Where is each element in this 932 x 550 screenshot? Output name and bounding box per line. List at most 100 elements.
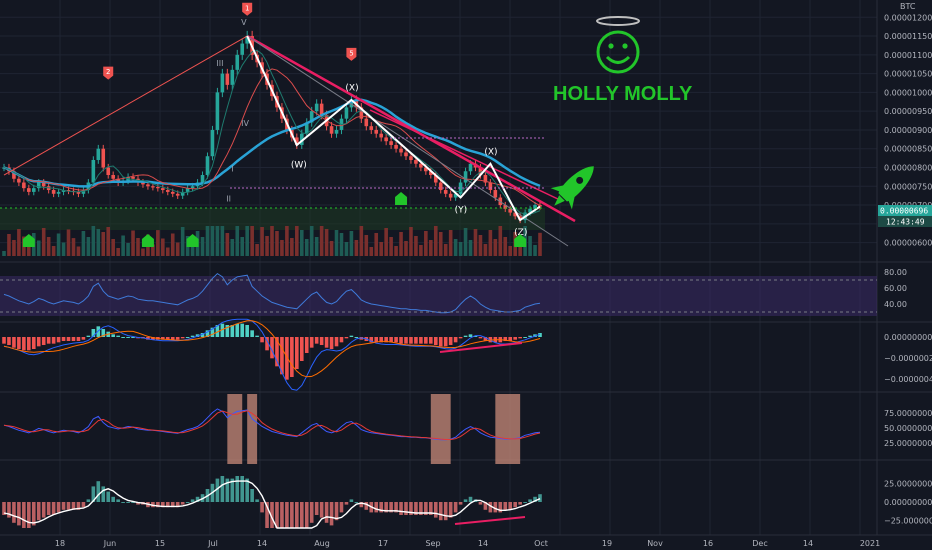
macd-histogram-bar [250, 330, 254, 337]
macd-histogram-bar [463, 335, 468, 337]
macd-histogram-bar [429, 337, 433, 344]
macd-histogram-bar [66, 337, 71, 341]
price-axis-label: 0.00001200 [884, 13, 932, 22]
macd-histogram-bar [235, 323, 240, 337]
volume-bar [210, 226, 215, 256]
candle-body [81, 190, 86, 194]
candle-body [200, 175, 205, 183]
candle-body [374, 129, 379, 134]
candle-body [51, 190, 56, 194]
macd-histogram-bar [7, 337, 11, 345]
momentum-bar [443, 502, 448, 521]
sell-marker-number: 5 [349, 49, 353, 57]
wave-label: III [216, 59, 223, 68]
channel-line [369, 109, 561, 201]
candle-body [414, 159, 418, 164]
stoch-zone [495, 394, 521, 464]
momentum-bar [433, 502, 438, 518]
volume-bar [379, 242, 383, 256]
volume-bar [7, 234, 11, 256]
time-axis-label: 16 [703, 539, 713, 548]
macd-histogram-bar [334, 337, 339, 347]
candle-body [468, 163, 473, 172]
macd-histogram-bar [394, 337, 398, 343]
candle-body [175, 193, 180, 196]
macd-divergence-line [439, 342, 523, 353]
volume-bar [448, 230, 453, 256]
momentum-bar [195, 496, 200, 502]
volume-bar [468, 240, 473, 256]
candle-body [151, 186, 155, 188]
macd-histogram-bar [91, 329, 96, 337]
wave-label: (X) [345, 84, 358, 94]
volume-bar [270, 226, 274, 256]
momentum-bar [394, 502, 398, 513]
volume-bar [101, 232, 106, 256]
macd-histogram-bar [12, 337, 16, 348]
momentum-bar [518, 502, 522, 505]
stoch-axis-label: 75.00000000 [884, 409, 932, 418]
price-axis-label: 0.00001050 [884, 70, 932, 79]
volume-bar [136, 238, 140, 256]
stoch-axis-label: 25.00000000 [884, 439, 932, 448]
momentum-axis-label: 25.00000000 [884, 480, 932, 489]
momentum-bar [240, 476, 245, 502]
candle-body [27, 188, 31, 192]
volume-bar [498, 226, 503, 256]
volume-bar [81, 231, 86, 256]
macd-histogram-bar [483, 337, 488, 341]
candle-body [96, 148, 101, 160]
candle-body [22, 182, 26, 189]
momentum-bar [334, 502, 339, 521]
candle-body [41, 182, 46, 187]
price-axis-label: 0.00000750 [884, 182, 932, 191]
volume-bar [41, 228, 46, 256]
volume-bar [71, 238, 76, 256]
momentum-bar [131, 502, 135, 503]
momentum-bar [344, 502, 349, 505]
momentum-bar [255, 499, 259, 502]
volume-bar [458, 242, 463, 256]
macd-histogram-bar [448, 337, 453, 345]
volume-bar [518, 241, 522, 256]
price-axis-label: 0.00000800 [884, 163, 932, 172]
momentum-bar [304, 502, 309, 528]
momentum-divergence-line [454, 516, 526, 525]
volume-bar [309, 226, 314, 256]
moving-average-long [3, 98, 541, 188]
volume-bar [443, 244, 448, 256]
macd-histogram-bar [458, 337, 463, 339]
volume-bar [528, 236, 532, 256]
macd-histogram-bar [508, 337, 513, 341]
volume-bar [131, 230, 135, 256]
price-axis-label: 0.00001100 [884, 51, 932, 60]
momentum-bar [12, 502, 16, 523]
sell-marker [103, 66, 114, 80]
macd-histogram-bar [270, 337, 274, 359]
macd-histogram-bar [424, 337, 428, 344]
candle-body [299, 133, 304, 145]
candle-body [295, 137, 299, 145]
momentum-bar [349, 499, 354, 502]
volume-bar [17, 229, 21, 256]
momentum-bar [71, 502, 76, 510]
momentum-bar [508, 502, 513, 510]
momentum-bar [493, 502, 498, 513]
candle-body [488, 182, 493, 191]
candle-body [91, 159, 96, 183]
wave-label: (W) [291, 160, 307, 170]
time-axis-label: Aug [314, 539, 330, 548]
candle-body [220, 73, 225, 93]
candle-body [429, 171, 433, 176]
momentum-bar [429, 502, 433, 515]
macd-histogram-bar [170, 337, 175, 340]
volume-bar [359, 226, 364, 256]
volume-bar [384, 228, 388, 256]
candle-body [76, 191, 81, 194]
volume-bar [394, 246, 398, 256]
volume-bar [414, 236, 418, 256]
candle-body [478, 167, 483, 176]
volume-bar [66, 229, 71, 256]
